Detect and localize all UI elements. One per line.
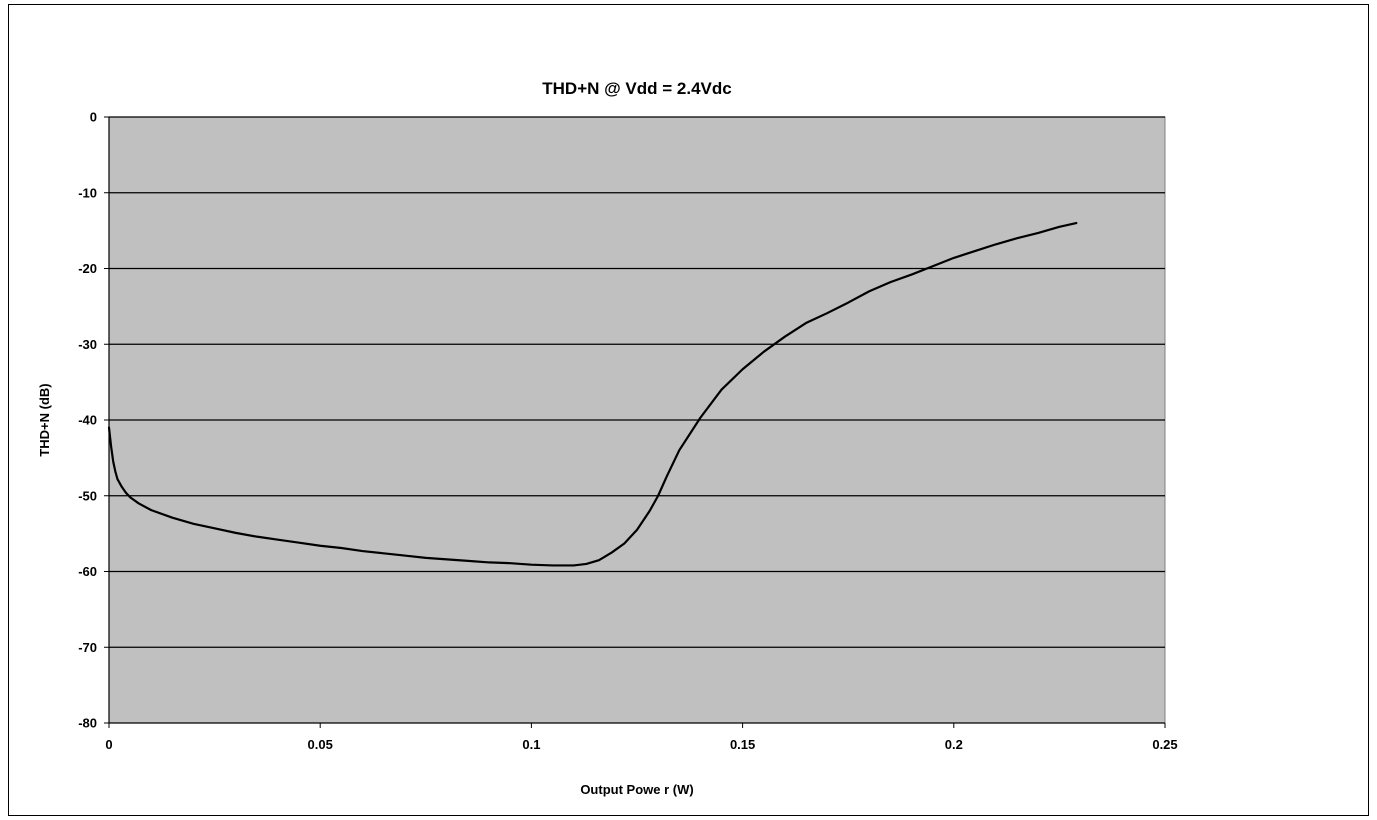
y-tick-label: -40 [78, 413, 97, 428]
thd-n-line-chart: 0 -10 -20 -30 -40 -50 -60 -70 -80 0 0.05 0.1 0.15 0.… [37, 79, 1178, 797]
y-axis-title: THD+N (dB) [37, 383, 52, 456]
y-tick-label: -70 [78, 640, 97, 655]
x-tick-label: 0.15 [730, 737, 755, 752]
y-tick-label: -30 [78, 337, 97, 352]
x-tick-label: 0.2 [945, 737, 963, 752]
x-tick-label: 0 [105, 737, 112, 752]
y-axis-ticks: 0 -10 -20 -30 -40 -50 -60 -70 -80 [78, 110, 109, 731]
x-axis-title: Output Powe r (W) [580, 782, 693, 797]
grid-lines [109, 116, 1165, 648]
y-tick-label: -10 [78, 185, 97, 200]
y-tick-label: -50 [78, 488, 97, 503]
x-tick-label: 0.05 [308, 737, 333, 752]
y-tick-label: 0 [90, 110, 97, 125]
series-line [107, 221, 1078, 567]
y-tick-label: -20 [78, 261, 97, 276]
chart-frame: 0 -10 -20 -30 -40 -50 -60 -70 -80 0 0.05 0.1 0.15 0.… [8, 4, 1369, 816]
x-tick-label: 0.1 [522, 737, 540, 752]
chart-title: THD+N @ Vdd = 2.4Vdc [542, 79, 731, 98]
y-tick-label: -80 [78, 716, 97, 731]
x-tick-label: 0.25 [1152, 737, 1177, 752]
x-axis-ticks: 0 0.05 0.1 0.15 0.2 0.25 [105, 723, 1178, 752]
y-tick-label: -60 [78, 564, 97, 579]
